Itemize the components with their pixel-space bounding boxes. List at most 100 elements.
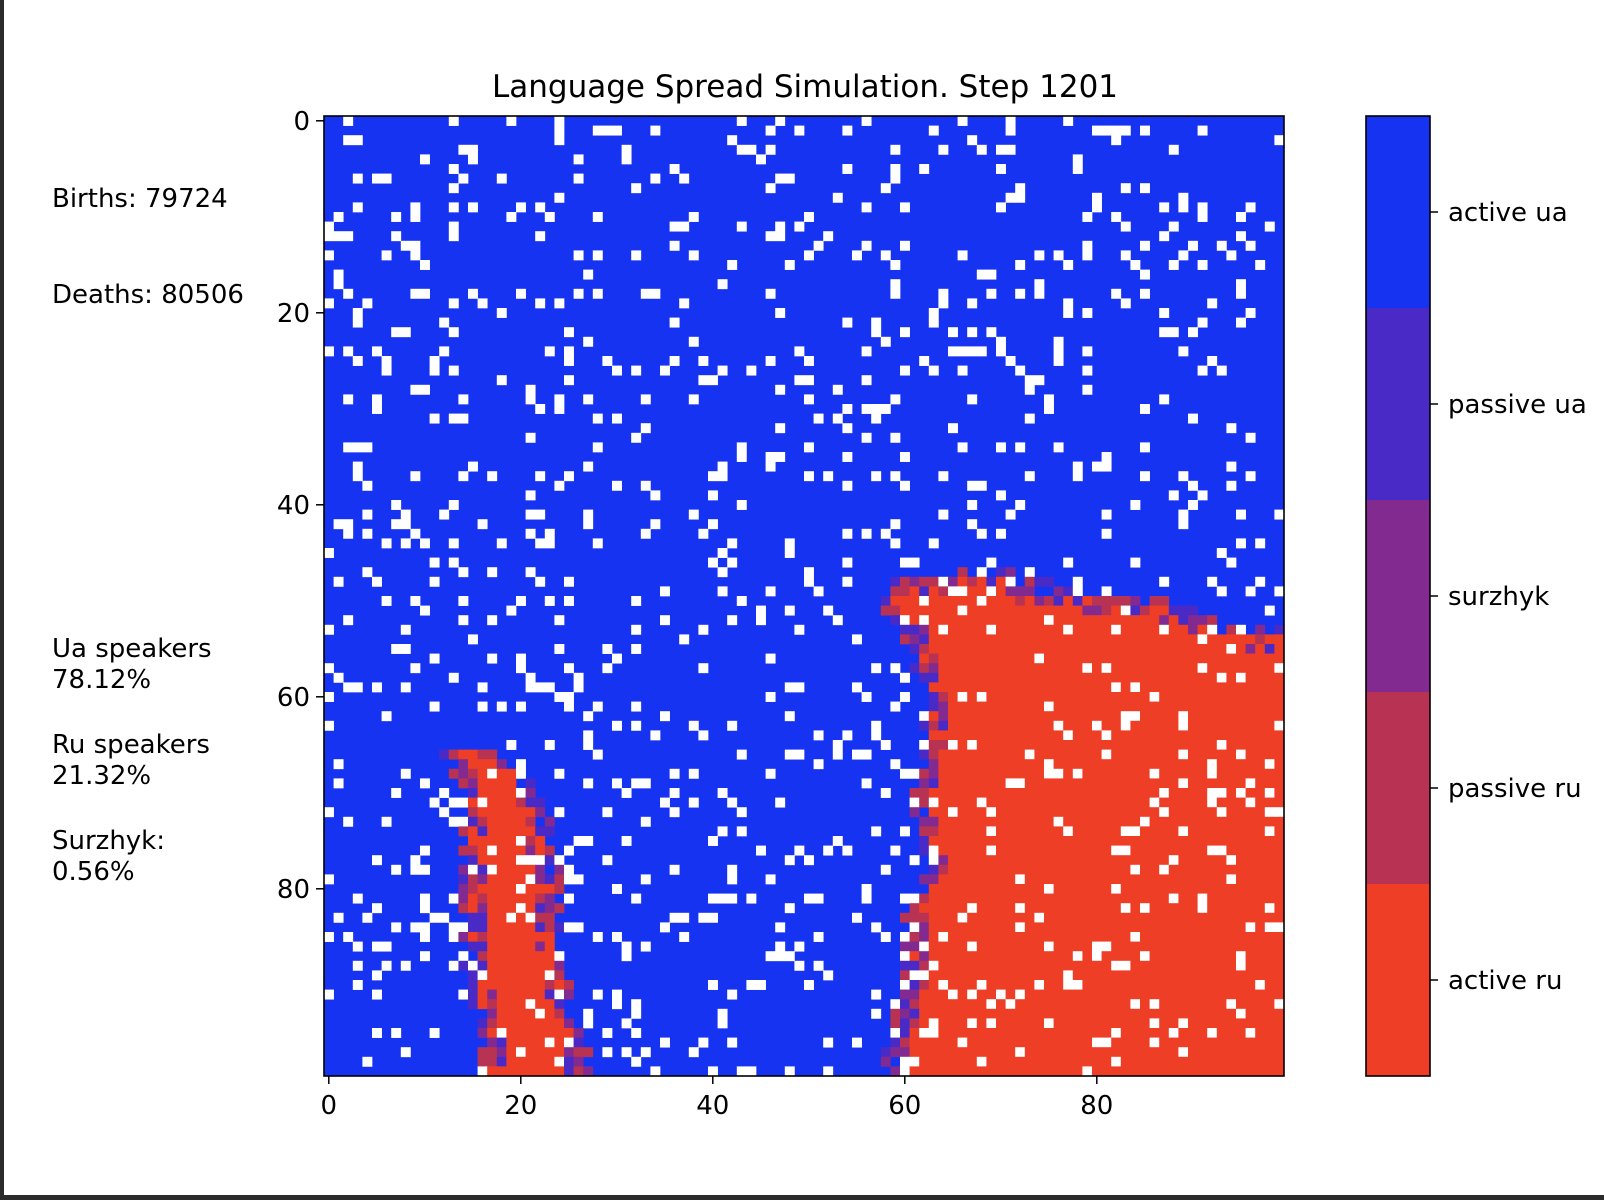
heatmap-cell <box>1005 720 1016 731</box>
heatmap-cell <box>976 855 987 866</box>
heatmap-cell <box>1063 768 1074 779</box>
heatmap-cell <box>967 653 978 664</box>
heatmap-cell <box>832 749 843 760</box>
heatmap-cell <box>1092 461 1102 472</box>
heatmap-cell <box>1149 970 1160 981</box>
heatmap-cell <box>1015 903 1026 914</box>
heatmap-cell <box>506 1018 517 1029</box>
heatmap-cell <box>468 836 478 846</box>
heatmap-cell <box>554 874 565 885</box>
heatmap-cell <box>1255 884 1266 894</box>
heatmap-cell <box>996 836 1006 846</box>
heatmap-cell <box>1015 740 1026 750</box>
heatmap-cell <box>506 855 517 866</box>
heatmap-cell <box>1130 720 1141 731</box>
heatmap-cell <box>640 480 651 491</box>
heatmap-cell <box>1236 816 1246 827</box>
heatmap-cell <box>1034 864 1045 875</box>
heatmap-cell <box>1044 1037 1054 1048</box>
heatmap-cell <box>1226 884 1237 894</box>
heatmap-cell <box>669 164 680 174</box>
heatmap-cell <box>1207 855 1218 866</box>
heatmap-cell <box>784 173 795 184</box>
heatmap-cell <box>1274 759 1285 770</box>
heatmap-cell <box>794 960 805 971</box>
heatmap-cell <box>1034 682 1045 693</box>
heatmap-cell <box>996 912 1006 923</box>
heatmap-cell <box>928 845 939 856</box>
heatmap-cell <box>976 788 987 798</box>
heatmap-cell <box>938 807 949 818</box>
heatmap-cell <box>496 999 507 1010</box>
heatmap-cell <box>1274 1008 1285 1019</box>
heatmap-cell <box>1130 1066 1141 1077</box>
heatmap-cell <box>976 711 987 722</box>
heatmap-cell <box>1092 634 1102 645</box>
heatmap-cell <box>804 212 814 222</box>
heatmap-cell <box>996 999 1006 1010</box>
heatmap-cell <box>420 260 430 270</box>
heatmap-cell <box>1236 682 1246 693</box>
heatmap-cell <box>1015 836 1026 846</box>
heatmap-cell <box>957 807 968 818</box>
heatmap-cell <box>996 586 1006 597</box>
heatmap-cell <box>957 701 968 712</box>
heatmap-cell <box>1216 759 1227 770</box>
heatmap-cell <box>1197 711 1208 722</box>
heatmap-cell <box>352 442 363 453</box>
heatmap-cell <box>1120 298 1131 309</box>
heatmap-cell <box>1207 711 1218 722</box>
heatmap-cell <box>717 893 728 904</box>
heatmap-cell <box>967 845 978 856</box>
heatmap-cell <box>352 960 363 971</box>
heatmap-cell <box>477 701 488 712</box>
heatmap-cell <box>1044 797 1054 808</box>
heatmap-cell <box>756 980 766 990</box>
heatmap-cell <box>1274 989 1285 1000</box>
heatmap-cell <box>1101 788 1112 798</box>
heatmap-cell <box>1101 749 1112 760</box>
heatmap-cell <box>477 989 488 1000</box>
heatmap-cell <box>1034 375 1045 386</box>
heatmap-cell <box>1245 1056 1256 1067</box>
heatmap-cell <box>381 173 392 184</box>
heatmap-cell <box>602 644 613 654</box>
heatmap-cell <box>1159 653 1170 664</box>
heatmap-cell <box>477 788 488 798</box>
heatmap-cell <box>1015 749 1026 760</box>
heatmap-cell <box>1207 615 1218 626</box>
heatmap-cell <box>1034 1028 1045 1038</box>
heatmap-cell <box>487 1018 498 1029</box>
heatmap-cell <box>986 807 997 818</box>
heatmap-cell <box>1024 605 1035 616</box>
heatmap-cell <box>1245 960 1256 971</box>
heatmap-cell <box>1255 788 1266 798</box>
heatmap-cell <box>1274 951 1285 962</box>
heatmap-cell <box>957 615 968 626</box>
heatmap-cell <box>919 634 930 645</box>
heatmap-cell <box>1168 903 1179 914</box>
heatmap-cell <box>429 1028 440 1038</box>
heatmap-cell <box>410 202 421 213</box>
heatmap-cell <box>1216 1018 1227 1029</box>
heatmap-cell <box>938 144 949 155</box>
heatmap-cell <box>525 567 536 578</box>
heatmap-cell <box>957 893 968 904</box>
heatmap-cell <box>477 980 488 990</box>
heatmap-cell <box>928 576 939 587</box>
heatmap-cell <box>1044 884 1054 894</box>
heatmap-cell <box>1216 989 1227 1000</box>
heatmap-cell <box>1024 644 1035 654</box>
heatmap-cell <box>1188 980 1198 990</box>
heatmap-cell <box>976 951 987 962</box>
heatmap-cell <box>487 749 498 760</box>
heatmap-cell <box>1149 874 1160 885</box>
heatmap-cell <box>1197 1066 1208 1077</box>
heatmap-cell <box>1072 634 1083 645</box>
heatmap-cell <box>736 144 747 155</box>
heatmap-cell <box>573 250 584 261</box>
heatmap-cell <box>391 327 402 338</box>
heatmap-cell <box>1120 884 1131 894</box>
heatmap-cell <box>1264 893 1275 904</box>
heatmap-cell <box>1197 922 1208 933</box>
